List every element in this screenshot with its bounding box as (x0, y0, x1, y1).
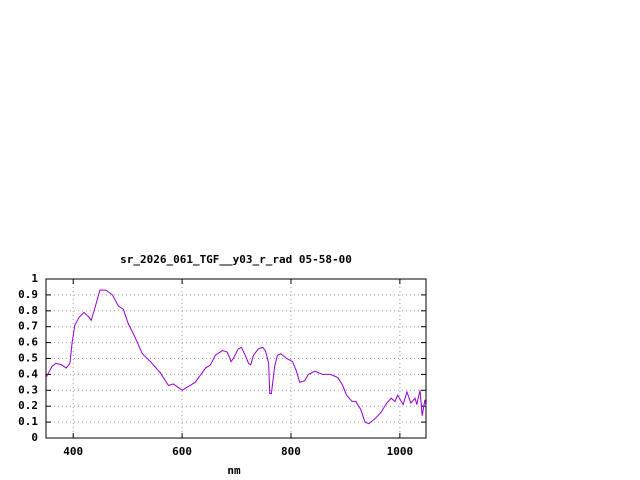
y-tick-label: 0.8 (18, 304, 38, 317)
x-axis-label: nm (227, 464, 241, 477)
x-tick-label: 400 (63, 445, 83, 458)
y-tick-label: 0 (31, 431, 38, 444)
x-tick-label: 800 (281, 445, 301, 458)
y-tick-label: 0.6 (18, 336, 38, 349)
data-line (45, 289, 427, 425)
y-tick-label: 0.7 (18, 320, 38, 333)
x-tick-label: 600 (172, 445, 192, 458)
plot-border (45, 278, 427, 439)
y-tick-label: 0.5 (18, 352, 38, 365)
y-tick-label: 0.9 (18, 288, 38, 301)
y-tick-label: 0.2 (18, 399, 38, 412)
x-tick-label: 1000 (387, 445, 414, 458)
y-tick-label: 1 (31, 272, 38, 285)
y-tick-label: 0.3 (18, 383, 38, 396)
chart-title: sr_2026_061_TGF__y03_r_rad 05-58-00 (120, 253, 352, 266)
y-tick-label: 0.4 (18, 367, 38, 380)
y-tick-label: 0.1 (18, 415, 38, 428)
